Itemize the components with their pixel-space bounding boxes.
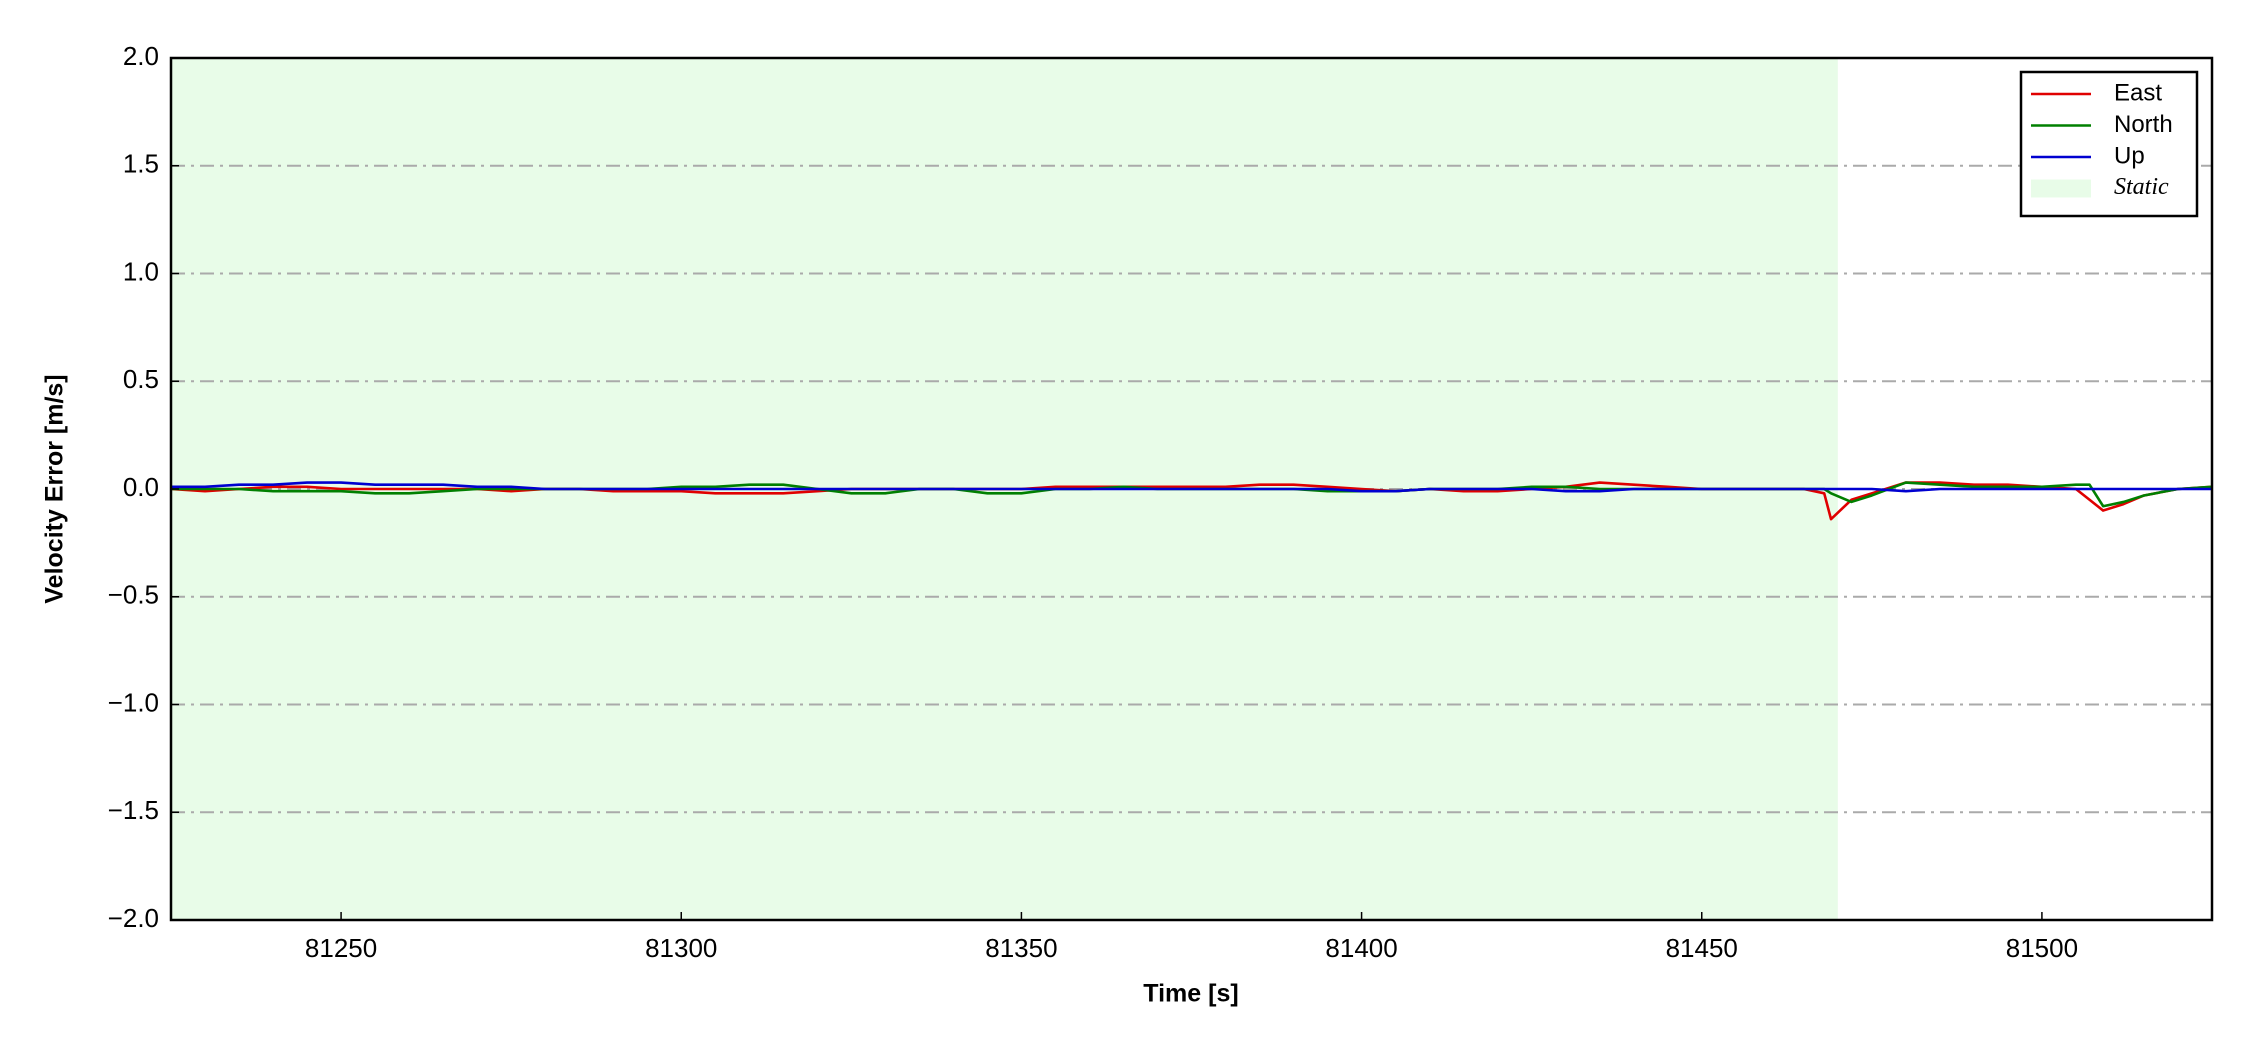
legend-label: East (2114, 79, 2162, 106)
y-axis-label: Velocity Error [m/s] (41, 374, 69, 603)
y-tick-label: −1.0 (108, 687, 159, 717)
series-line (171, 481, 2212, 493)
y-tick-label: 1.0 (123, 256, 159, 286)
legend-label: Up (2114, 142, 2145, 169)
x-axis-label: Time [s] (1143, 980, 1238, 1008)
x-tick-label: 81500 (2006, 933, 2078, 963)
x-tick-label: 81350 (985, 933, 1057, 963)
lines (170, 481, 2213, 521)
x-tick-label: 81400 (1325, 933, 1397, 963)
y-tick-label: −1.5 (108, 795, 159, 825)
legend-label: Static (2114, 174, 2169, 200)
x-tick-label: 81450 (1666, 933, 1738, 963)
y-tick-label: 0.0 (123, 472, 159, 502)
legend: East North Up Static (2019, 70, 2199, 218)
y-tick-label: 1.5 (123, 149, 159, 179)
legend-label: North (2114, 111, 2173, 138)
y-tick-label: −2.0 (108, 903, 159, 933)
x-tick-label: 81250 (305, 933, 377, 963)
y-tick-label: 0.5 (123, 364, 159, 394)
y-tick-label: 2.0 (123, 41, 159, 71)
y-tick-label: −0.5 (108, 580, 159, 610)
x-tick-label: 81300 (645, 933, 717, 963)
legend-swatch (2031, 179, 2091, 198)
